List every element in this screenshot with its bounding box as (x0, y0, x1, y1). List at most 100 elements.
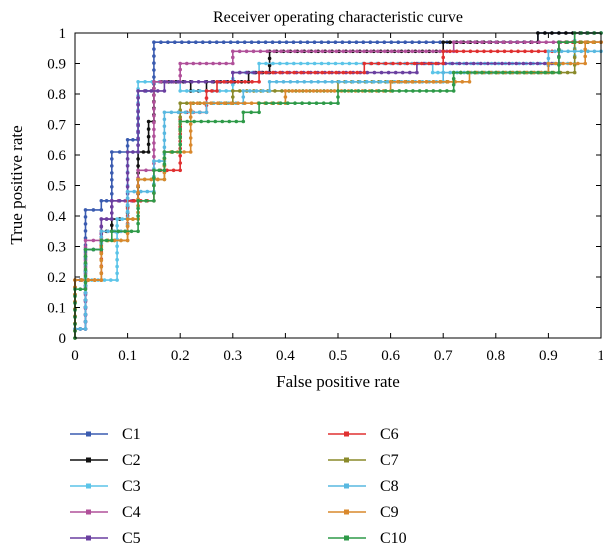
series-point (188, 143, 193, 147)
series-point (229, 101, 234, 105)
series-point (257, 80, 261, 84)
series-point (152, 68, 156, 72)
series-point (572, 40, 577, 44)
series-point (267, 80, 272, 84)
series-point (249, 110, 253, 115)
series-point (132, 199, 136, 203)
series-point (228, 40, 233, 44)
series-point (355, 70, 360, 75)
series-point (99, 229, 104, 234)
series-point (347, 40, 352, 44)
series-point (388, 80, 393, 84)
series-point (340, 61, 345, 66)
series-point (274, 80, 279, 84)
series-point (117, 150, 122, 154)
y-tick-label: 0.4 (47, 209, 66, 225)
series-point (299, 70, 304, 75)
legend-label: C4 (122, 504, 141, 521)
series-point (480, 70, 484, 75)
series-point (458, 70, 463, 75)
series-point (451, 76, 456, 81)
series-point (125, 209, 130, 214)
series-point (136, 102, 140, 107)
series-point (145, 189, 150, 194)
series-point (178, 161, 182, 165)
series-point (451, 89, 456, 93)
series-point (439, 80, 443, 84)
series-point (383, 89, 388, 93)
legend-entry-c2: C2 (70, 452, 141, 469)
legend-swatch-marker (344, 483, 349, 489)
series-point (277, 40, 282, 44)
series-point (382, 40, 387, 44)
series-point (125, 185, 130, 189)
series-point (431, 89, 436, 93)
series-point (281, 80, 286, 84)
series-point (136, 214, 140, 218)
series-point (162, 156, 167, 160)
series-point (83, 247, 88, 252)
series-point (123, 229, 127, 234)
series-point (389, 40, 394, 44)
series-point (393, 70, 398, 75)
series-point (326, 40, 331, 44)
series-point (568, 61, 573, 66)
series-point (561, 61, 565, 66)
series-point (313, 70, 318, 75)
series-point (494, 40, 499, 44)
series-point (314, 101, 319, 105)
x-tick-label: 0.6 (381, 348, 400, 364)
series-point (365, 80, 369, 84)
series-point (125, 150, 130, 154)
series-point (257, 61, 261, 66)
series-point (536, 70, 540, 75)
series-point (292, 70, 297, 75)
series-point (263, 40, 268, 44)
series-point (83, 312, 88, 317)
series-point (579, 40, 584, 44)
series-point (131, 217, 135, 221)
series-point (157, 159, 161, 163)
series-point (185, 119, 189, 124)
series-point (302, 80, 307, 84)
legend-swatch-marker (86, 535, 91, 541)
series-point (273, 89, 277, 93)
series-point (136, 221, 140, 226)
series-point (309, 80, 314, 84)
series-point (285, 70, 290, 75)
y-tick-label: 0.1 (47, 301, 66, 317)
series-point (146, 150, 151, 154)
series-point (152, 127, 156, 132)
series-point (542, 61, 547, 66)
series-point (199, 119, 203, 124)
series-point (457, 61, 462, 66)
series-point (216, 101, 220, 105)
series-point (125, 171, 130, 175)
series-point (446, 80, 450, 84)
series-point (348, 49, 353, 54)
series-point (162, 150, 167, 154)
series-point (152, 199, 156, 203)
series-point (144, 199, 148, 203)
series-point (522, 70, 526, 75)
series-point (424, 49, 428, 54)
series-point (197, 110, 202, 115)
series-point (136, 206, 140, 211)
series-point (188, 129, 193, 133)
series-point (156, 177, 160, 182)
series-point (178, 73, 182, 78)
series-point (152, 40, 156, 44)
series-point (198, 89, 202, 93)
series-point (146, 119, 151, 124)
series-point (143, 80, 147, 84)
series-point (551, 40, 556, 44)
series-point (136, 129, 140, 134)
series-point (572, 70, 577, 75)
series-point (438, 89, 442, 93)
series-point (305, 61, 310, 66)
series-point (162, 117, 167, 122)
series-point (241, 89, 246, 93)
series-point (410, 40, 415, 44)
series-point (379, 70, 384, 75)
series-point (110, 157, 114, 161)
